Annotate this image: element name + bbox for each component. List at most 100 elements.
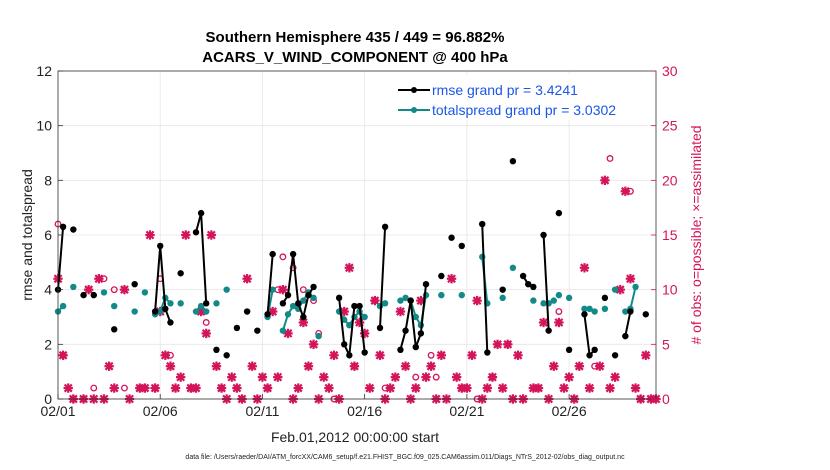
rmse-point [591,346,598,353]
rmse-line [266,254,274,315]
obs-assimilated-marker [625,274,636,284]
rmse-line [481,224,489,353]
rmse-point [586,352,593,359]
obs-assimilated-marker [319,372,329,382]
totalspread-point [157,308,164,315]
rmse-point [412,343,419,351]
obs-assimilated-marker [83,284,94,295]
rmse-point [565,346,573,353]
obs-possible-marker [289,264,297,272]
obs-assimilated-marker [513,350,523,360]
obs-assimilated-marker [247,361,257,371]
obs-assimilated-marker [559,383,569,393]
legend-box [392,74,652,120]
rmse-point [295,300,302,307]
obs-assimilated-marker [492,339,503,350]
y-right-tick-label: 0 [662,391,670,407]
rmse-point [356,302,363,310]
rmse-point [192,229,200,236]
rmse-point [438,272,445,280]
rmse-point [397,346,404,353]
totalspread-point [197,302,205,310]
obs-assimilated-marker [400,361,411,371]
chart-subtitle: ACARS_V_WIND_COMPONENT @ 400 hPa [202,49,508,66]
totalspread-point [59,302,67,310]
rmse-point [417,330,425,337]
rmse-point [254,327,261,334]
rmse-point [284,291,292,299]
totalspread-point [284,311,292,318]
rmse-line [399,284,427,351]
obs-assimilated-marker [170,383,181,393]
totalspread-point [310,294,317,302]
obs-assimilated-marker [293,383,303,393]
rmse-point [269,250,276,258]
totalspread-point [412,313,419,321]
obs-assimilated-marker [411,383,421,393]
rmse-line [624,311,632,337]
rmse-line [57,226,65,290]
obs-possible-marker [626,187,634,195]
rmse-point [59,223,67,230]
obs-assimilated-marker [630,383,641,393]
x-tick-label: 02/06 [143,403,178,419]
x-tick-label: 02/01 [40,403,75,419]
rmse-point [361,349,368,356]
obs-possible-marker [371,297,379,305]
obs-assimilated-marker [145,230,155,240]
y-tick-label: 0 [44,391,52,407]
obs-assimilated-marker [201,328,211,339]
obs-possible-marker [100,275,108,283]
rmse-point [525,281,532,288]
obs-assimilated-marker [584,383,595,393]
totalspread-point [177,300,184,307]
obs-assimilated-marker [329,350,339,360]
obs-possible-marker [591,362,599,370]
rmse-point [131,281,138,288]
obs-assimilated-marker [191,383,201,393]
rmse-point [243,308,251,315]
x-tick-label: 02/11 [245,403,279,419]
obs-assimilated-marker [375,350,385,360]
x-tick-label: 02/16 [347,403,382,419]
rmse-point [177,270,184,277]
rmse-point [611,352,619,359]
rmse-point [289,250,297,258]
obs-possible-marker [136,384,144,392]
obs-assimilated-marker [395,306,406,317]
totalspread-point [499,294,506,302]
chart-title: Southern Hemisphere 435 / 449 = 96.882% [206,29,505,46]
totalspread-point [192,308,200,315]
obs-assimilated-marker [600,175,610,186]
totalspread-point [269,286,276,293]
obs-possible-marker [299,286,307,294]
totalspread-point [601,305,609,312]
y-right-tick-label: 20 [662,172,678,188]
obs-possible-marker [264,384,272,392]
rmse-point [197,209,205,217]
totalspread-point [289,302,297,310]
obs-assimilated-marker [242,274,252,284]
rmse-point [300,313,307,321]
totalspread-point [397,297,404,304]
legend-rmse-label: rmse grand pr = 3.4241 [432,82,578,98]
totalspread-point [167,300,174,307]
legend-totalspread-marker [411,107,417,113]
totalspread-point [565,294,573,302]
rmse-point [601,294,609,302]
rmse-point [223,352,230,359]
totalspread-point [213,300,220,307]
y-tick-label: 8 [44,172,52,188]
totalspread-point [555,291,563,299]
totalspread-point [632,283,639,291]
rmse-point [346,352,353,359]
obs-assimilated-marker [160,350,171,360]
data-file-footer: data file: /Users/raeder/DAI/ATM_forcXX/… [185,454,625,461]
obs-assimilated-marker [232,383,242,393]
obs-assimilated-marker [436,350,447,360]
rmse-point [167,319,174,326]
legend-totalspread-label: totalspread grand pr = 3.0302 [432,102,616,118]
obs-possible-marker [166,351,174,359]
rmse-point [519,272,527,280]
